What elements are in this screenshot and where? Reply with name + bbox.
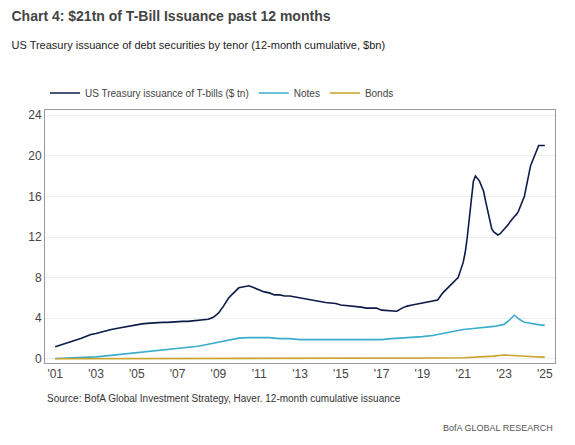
svg-text:'01: '01: [47, 367, 63, 381]
svg-text:US Treasury issuance of debt s: US Treasury issuance of debt securities …: [12, 39, 386, 51]
svg-text:12: 12: [28, 230, 42, 244]
svg-text:'23: '23: [496, 367, 512, 381]
svg-text:Bonds: Bonds: [365, 88, 393, 99]
svg-text:'25: '25: [537, 367, 553, 381]
svg-text:0: 0: [35, 352, 42, 366]
svg-text:'03: '03: [88, 367, 104, 381]
svg-text:Notes: Notes: [294, 88, 320, 99]
svg-text:US Treasury issuance of T-bill: US Treasury issuance of T-bills ($ tn): [85, 88, 249, 99]
svg-text:'17: '17: [374, 367, 390, 381]
svg-text:24: 24: [28, 108, 42, 122]
svg-text:'13: '13: [292, 367, 308, 381]
svg-text:'07: '07: [170, 367, 186, 381]
svg-text:8: 8: [35, 271, 42, 285]
svg-text:Chart 4: $21tn of T-Bill Issua: Chart 4: $21tn of T-Bill Issuance past 1…: [12, 8, 331, 24]
svg-text:Source: BofA Global Investment: Source: BofA Global Investment Strategy,…: [47, 393, 401, 404]
svg-text:'15: '15: [333, 367, 349, 381]
svg-text:'05: '05: [129, 367, 145, 381]
svg-text:20: 20: [28, 149, 42, 163]
svg-text:'19: '19: [415, 367, 431, 381]
svg-text:'09: '09: [211, 367, 227, 381]
svg-text:'21: '21: [455, 367, 471, 381]
svg-text:16: 16: [28, 190, 42, 204]
svg-text:4: 4: [35, 311, 42, 325]
svg-text:'11: '11: [252, 367, 267, 381]
svg-text:BofA GLOBAL RESEARCH: BofA GLOBAL RESEARCH: [443, 423, 553, 433]
